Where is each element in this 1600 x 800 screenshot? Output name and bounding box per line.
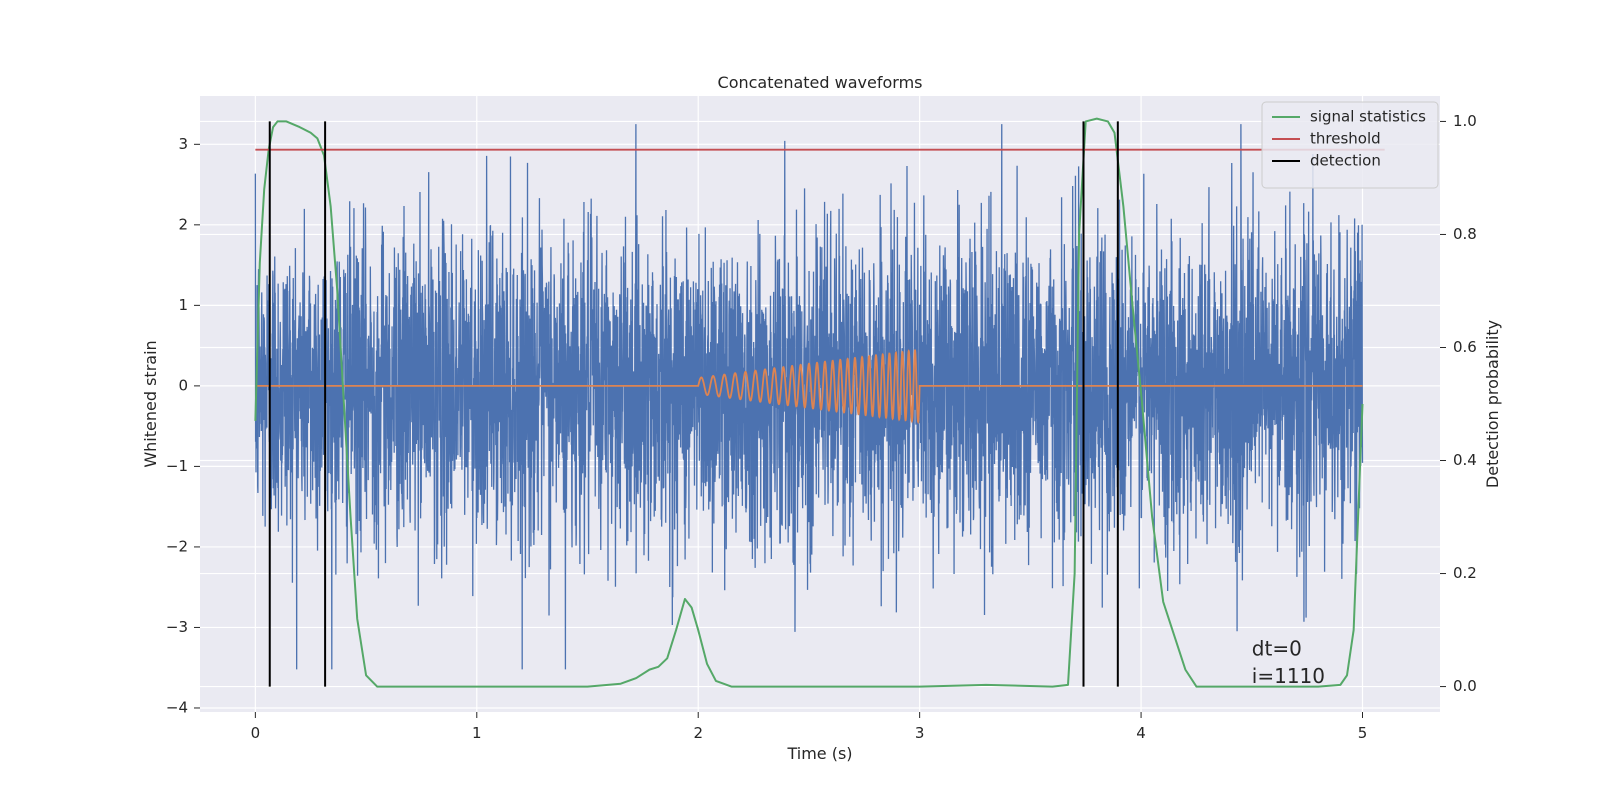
y-left-tick-label: −2 xyxy=(166,537,188,555)
x-axis-label: Time (s) xyxy=(786,744,852,763)
y-right-tick-label: 0.8 xyxy=(1453,225,1477,243)
y-left-tick-label: 0 xyxy=(178,376,188,394)
y-right-tick-label: 0.6 xyxy=(1453,338,1477,356)
series-noise-line xyxy=(254,124,1364,670)
x-tick-label: 1 xyxy=(472,724,482,742)
y-axis-left-label: Whitened strain xyxy=(141,340,160,467)
annotation-text: dt=0 xyxy=(1252,636,1302,660)
x-tick-label: 5 xyxy=(1358,724,1368,742)
legend-box xyxy=(1261,101,1439,189)
y-axis-right: 0.0 0.2 0.4 0.6 0.8 1.0 xyxy=(1440,112,1477,695)
y-right-tick-label: 0.2 xyxy=(1453,564,1477,582)
x-tick-label: 3 xyxy=(915,724,925,742)
y-left-tick-label: −3 xyxy=(166,618,188,636)
series-chirp-line xyxy=(255,349,1363,425)
series-layer xyxy=(254,117,1385,688)
legend-label: threshold xyxy=(1310,130,1381,148)
y-right-tick-label: 0.0 xyxy=(1453,677,1477,695)
annotations: dt=0 i=1110 xyxy=(1252,636,1325,687)
y-left-tick-label: −1 xyxy=(166,457,188,475)
x-tick-label: 4 xyxy=(1136,724,1146,742)
x-tick-label: 0 xyxy=(251,724,261,742)
series-signal-statistics-line xyxy=(254,117,1364,688)
y-left-tick-label: 2 xyxy=(178,215,188,233)
y-axis-right-label: Detection probability xyxy=(1483,320,1502,488)
legend: signal statistics threshold detection xyxy=(1261,101,1439,189)
annotation-text: i=1110 xyxy=(1252,664,1325,688)
y-left-tick-label: −4 xyxy=(166,698,188,716)
y-right-tick-label: 0.4 xyxy=(1453,451,1477,469)
y-left-tick-label: 3 xyxy=(178,135,188,153)
chart-title: Concatenated waveforms xyxy=(718,73,923,92)
y-left-tick-label: 1 xyxy=(178,296,188,314)
y-right-tick-label: 1.0 xyxy=(1453,112,1477,130)
y-axis-left: −4 −3 −2 −1 0 1 2 3 xyxy=(166,135,200,716)
x-axis: 0 1 2 3 4 5 xyxy=(251,712,1368,742)
legend-label: detection xyxy=(1310,152,1381,170)
legend-label: signal statistics xyxy=(1310,108,1426,126)
x-tick-label: 2 xyxy=(693,724,703,742)
